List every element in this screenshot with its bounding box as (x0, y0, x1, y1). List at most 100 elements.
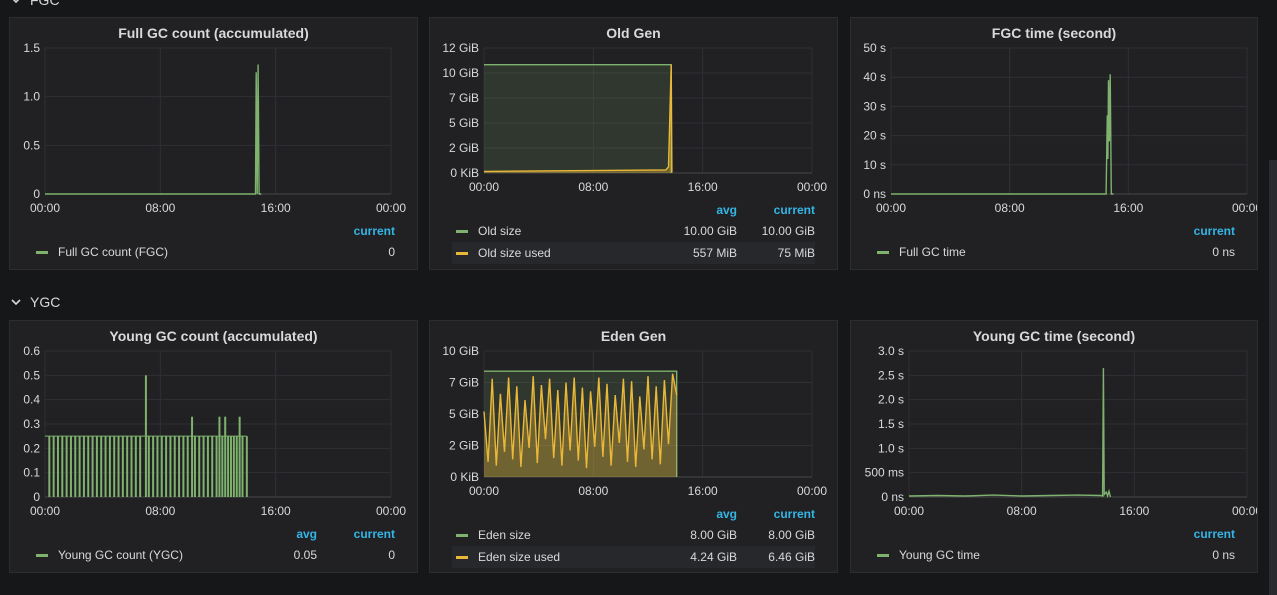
series-line[interactable] (484, 370, 678, 477)
series-line[interactable] (483, 373, 678, 469)
bar[interactable] (126, 436, 129, 497)
bar[interactable] (87, 436, 90, 497)
bar[interactable] (235, 436, 238, 497)
legend-column-header[interactable]: current (1193, 224, 1235, 238)
bar[interactable] (130, 436, 133, 497)
legend-series-name[interactable]: Old size (452, 224, 659, 238)
bar[interactable] (206, 436, 209, 497)
bar[interactable] (238, 416, 241, 497)
legend-column-header[interactable]: current (773, 203, 815, 217)
bar[interactable] (191, 416, 194, 497)
legend-row[interactable]: Young GC count (YGC) 0.05 0 (32, 544, 395, 566)
legend-row[interactable]: Old size used 557 MiB 75 MiB (452, 242, 815, 264)
bar[interactable] (69, 436, 72, 497)
bar[interactable] (61, 436, 64, 497)
bar[interactable] (152, 436, 155, 497)
bar[interactable] (160, 436, 163, 497)
bar[interactable] (241, 436, 244, 497)
legend-row[interactable]: Young GC time 0 ns (873, 544, 1235, 566)
legend-column-header[interactable]: avg (716, 203, 737, 217)
legend-swatch-icon[interactable] (456, 251, 468, 255)
bar[interactable] (52, 436, 55, 497)
panel-title[interactable]: Full GC count (accumulated) (118, 25, 309, 41)
bar[interactable] (193, 436, 196, 497)
legend-series-name[interactable]: Full GC count (FGC) (32, 245, 317, 259)
bar[interactable] (232, 436, 235, 497)
legend-series-name[interactable]: Young GC time (873, 548, 1157, 562)
bar[interactable] (100, 436, 103, 497)
bar[interactable] (104, 436, 107, 497)
bar[interactable] (229, 436, 232, 497)
panel-title[interactable]: Old Gen (606, 25, 661, 41)
bar[interactable] (202, 436, 205, 497)
bar[interactable] (56, 436, 59, 497)
bar[interactable] (82, 436, 85, 497)
bar[interactable] (121, 436, 124, 497)
panel-title[interactable]: FGC time (second) (991, 25, 1117, 41)
legend-column-header[interactable]: current (353, 527, 395, 541)
row-header-fgc[interactable]: FGC (10, 0, 60, 10)
panel-title[interactable]: Eden Gen (600, 328, 667, 344)
bar[interactable] (227, 436, 230, 497)
series-line[interactable] (483, 64, 673, 173)
bar[interactable] (134, 436, 137, 497)
legend-swatch-icon[interactable] (456, 229, 468, 233)
legend-row[interactable]: Eden size 8.00 GiB 8.00 GiB (452, 524, 815, 546)
bar[interactable] (139, 436, 142, 497)
bar[interactable] (169, 436, 172, 497)
legend-swatch-icon[interactable] (877, 553, 889, 557)
bar[interactable] (215, 436, 218, 497)
series-line[interactable] (45, 64, 262, 195)
legend-swatch-icon[interactable] (456, 533, 468, 537)
bar[interactable] (65, 436, 68, 497)
bar[interactable] (113, 436, 116, 497)
bar[interactable] (78, 436, 81, 497)
legend-swatch-icon[interactable] (877, 250, 889, 254)
legend-series-name[interactable]: Full GC time (873, 245, 1157, 259)
legend-row[interactable]: Old size 10.00 GiB 10.00 GiB (452, 220, 815, 242)
bar[interactable] (211, 436, 214, 497)
legend-column-header[interactable]: current (353, 224, 395, 238)
bar[interactable] (245, 436, 248, 497)
scrollbar[interactable] (1269, 160, 1277, 595)
bar[interactable] (48, 436, 51, 497)
bar[interactable] (224, 416, 227, 497)
series-line[interactable] (891, 74, 1114, 195)
legend-swatch-icon[interactable] (456, 555, 468, 559)
bar[interactable] (156, 436, 159, 497)
bar[interactable] (91, 436, 94, 497)
legend-swatch-icon[interactable] (36, 250, 48, 254)
legend-row[interactable]: Full GC time 0 ns (873, 241, 1235, 263)
legend-series-name[interactable]: Old size used (452, 246, 659, 260)
legend-column-header[interactable]: avg (296, 527, 317, 541)
series-line[interactable] (908, 367, 1112, 499)
bar[interactable] (74, 436, 77, 497)
bar[interactable] (186, 436, 189, 497)
bar[interactable] (147, 436, 150, 497)
bar[interactable] (165, 436, 168, 497)
legend-row[interactable]: Eden size used 4.24 GiB 6.46 GiB (452, 546, 815, 568)
bar[interactable] (108, 436, 111, 497)
bar[interactable] (198, 436, 201, 497)
bar[interactable] (178, 436, 181, 497)
legend-column-header[interactable]: avg (716, 507, 737, 521)
bar[interactable] (221, 436, 224, 497)
bar[interactable] (117, 436, 120, 497)
legend-series-name[interactable]: Eden size (452, 528, 659, 542)
panel-title[interactable]: Young GC time (second) (972, 328, 1136, 344)
legend-series-name[interactable]: Eden size used (452, 550, 659, 564)
bar[interactable] (218, 416, 221, 497)
bar[interactable] (95, 436, 98, 497)
legend-series-name[interactable]: Young GC count (YGC) (32, 548, 239, 562)
legend-column-header[interactable]: current (1193, 527, 1235, 541)
legend-swatch-icon[interactable] (36, 553, 48, 557)
panel-title[interactable]: Young GC count (accumulated) (109, 328, 318, 344)
legend-column-header[interactable]: current (773, 507, 815, 521)
bar[interactable] (173, 436, 176, 497)
row-header-ygc[interactable]: YGC (10, 292, 60, 312)
